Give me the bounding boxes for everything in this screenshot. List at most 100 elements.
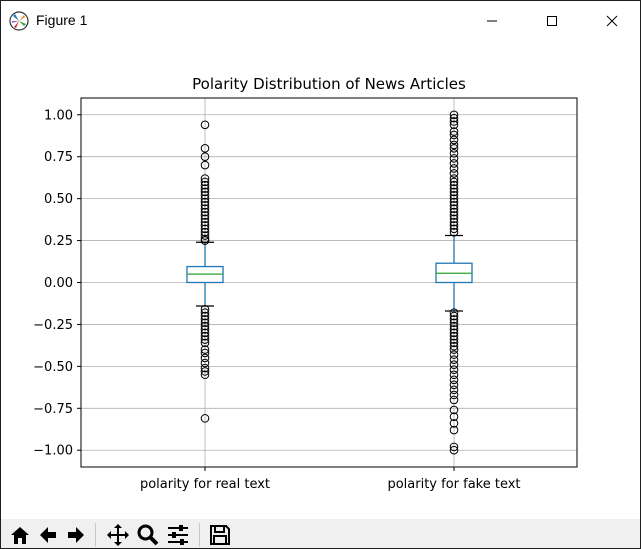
outlier-point	[200, 160, 210, 170]
outlier-point	[449, 184, 459, 193]
maximize-icon	[547, 16, 557, 26]
outlier-point	[200, 224, 210, 234]
y-tick-label: 1.00	[44, 108, 73, 123]
outlier-point	[449, 113, 459, 123]
toolbar-separator	[199, 523, 200, 547]
outlier-point	[449, 169, 459, 178]
outlier-point	[449, 355, 459, 364]
back-button[interactable]	[36, 523, 60, 547]
outlier-point	[200, 177, 210, 187]
title-bar[interactable]: Figure 1	[1, 1, 640, 41]
outlier-point	[200, 325, 210, 334]
outlier-point	[449, 120, 459, 130]
save-button[interactable]	[208, 523, 232, 547]
home-button[interactable]	[8, 523, 32, 547]
box-group	[186, 120, 224, 423]
outlier-point	[200, 414, 210, 423]
x-tick-label: polarity for fake text	[387, 477, 520, 492]
outlier-point	[200, 236, 210, 245]
outlier-point	[449, 315, 459, 324]
outlier-point	[449, 130, 459, 140]
figure-canvas[interactable]: 1.00 0.75 0.50 0.25 0.00 −0.25 −0.50 −0.75 −1.00…	[1, 41, 640, 519]
outlier-point	[449, 445, 459, 455]
configure-subplots-button[interactable]	[166, 523, 190, 547]
outlier-point	[200, 174, 210, 183]
outlier-point	[449, 318, 459, 328]
outlier-point	[200, 331, 210, 341]
outlier-point	[200, 187, 210, 197]
minimize-button[interactable]	[469, 1, 515, 41]
outlier-point	[449, 328, 459, 338]
y-tick-label: −0.25	[33, 318, 73, 333]
outlier-point	[200, 231, 210, 240]
outlier-point	[449, 164, 459, 173]
y-tick-label: −0.50	[33, 360, 73, 375]
outlier-point	[449, 197, 459, 207]
outlier-point	[200, 315, 210, 324]
outlier-point	[449, 117, 459, 126]
outlier-point	[200, 305, 210, 314]
home-icon	[11, 527, 29, 544]
outlier-point	[449, 412, 459, 421]
pan-button[interactable]	[106, 523, 130, 547]
close-icon	[606, 15, 618, 27]
maximize-button[interactable]	[529, 1, 575, 41]
outlier-point	[449, 341, 459, 351]
outlier-point	[449, 144, 459, 153]
outlier-point	[449, 201, 459, 210]
outlier-point	[449, 140, 459, 150]
outlier-point	[449, 154, 459, 163]
outlier-point	[449, 331, 459, 341]
outlier-point	[449, 360, 459, 369]
outlier-point	[449, 159, 459, 168]
outlier-point	[449, 311, 459, 321]
zoom-button[interactable]	[136, 523, 160, 547]
outlier-point	[200, 353, 210, 363]
outlier-point	[200, 328, 210, 338]
outlier-point	[200, 227, 210, 237]
minimize-icon	[487, 20, 497, 22]
outlier-point	[449, 425, 459, 435]
outlier-point	[200, 367, 210, 376]
outlier-point	[449, 338, 459, 348]
forward-button[interactable]	[64, 523, 88, 547]
outlier-point	[449, 375, 459, 385]
outlier-point	[449, 365, 459, 375]
navigation-toolbar	[1, 519, 640, 548]
outlier-point	[449, 224, 459, 234]
outlier-point	[449, 221, 459, 230]
outlier-point	[200, 211, 210, 220]
box-plot: 1.00 0.75 0.50 0.25 0.00 −0.25 −0.50 −0.75 −1.00…	[33, 75, 578, 492]
outlier-point	[449, 442, 459, 452]
outlier-point	[200, 120, 210, 130]
close-button[interactable]	[589, 1, 635, 41]
outlier-point	[200, 201, 210, 210]
outlier-point	[200, 363, 210, 373]
outlier-point	[200, 370, 210, 380]
outlier-point	[449, 321, 459, 331]
outlier-point	[200, 194, 210, 203]
y-tick-label: −0.75	[33, 402, 73, 417]
outlier-point	[200, 144, 210, 153]
outlier-point	[200, 338, 210, 348]
outlier-point	[449, 110, 459, 120]
outlier-point	[200, 348, 210, 358]
sliders-icon	[168, 525, 188, 545]
toolbar-separator	[95, 523, 96, 547]
outlier-point	[449, 214, 459, 224]
outlier-point	[449, 419, 459, 428]
outlier-point	[200, 197, 210, 207]
outlier-point	[449, 177, 459, 187]
outlier-point	[200, 214, 210, 224]
outlier-point	[449, 380, 459, 390]
outlier-point	[200, 311, 210, 321]
outlier-point	[449, 190, 459, 200]
arrow-right-icon	[68, 527, 84, 543]
outlier-point	[200, 345, 210, 354]
outlier-point	[200, 321, 210, 331]
arrow-left-icon	[40, 527, 56, 543]
outlier-point	[449, 211, 459, 220]
y-tick-label: −1.00	[33, 444, 73, 459]
outlier-point	[449, 217, 459, 227]
outlier-point	[449, 345, 459, 354]
